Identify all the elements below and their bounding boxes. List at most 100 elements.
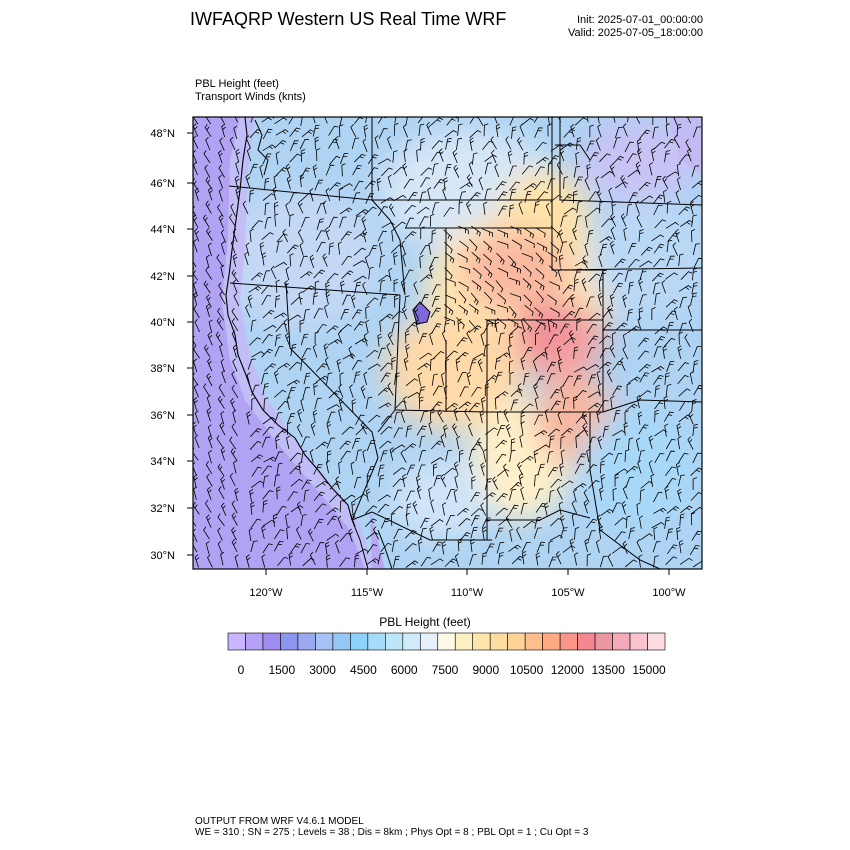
wind-barb xyxy=(569,241,575,255)
wind-barb xyxy=(534,430,548,437)
wind-barb xyxy=(469,359,477,371)
wind-barb xyxy=(534,127,543,139)
wind-barb xyxy=(535,290,544,304)
wind-barb xyxy=(495,123,501,138)
wind-barb xyxy=(639,515,644,529)
wind-barb xyxy=(431,229,437,243)
wind-barb xyxy=(510,264,521,274)
wind-barb xyxy=(316,218,325,230)
wind-barb xyxy=(325,226,330,241)
wind-barb xyxy=(299,242,304,256)
wind-barb xyxy=(262,193,276,201)
wind-barb xyxy=(261,554,266,568)
wind-barb xyxy=(231,307,239,321)
lat-label: 42°N xyxy=(150,271,175,283)
wind-barb xyxy=(652,117,655,126)
wind-barb xyxy=(549,534,564,541)
wind-barb xyxy=(651,365,665,373)
wind-barb xyxy=(418,333,428,345)
wind-barb xyxy=(339,216,347,228)
wind-barb xyxy=(622,294,628,308)
lat-label: 34°N xyxy=(150,456,175,468)
wind-barb xyxy=(194,434,200,448)
wind-barb xyxy=(479,409,485,424)
wind-barb xyxy=(576,137,582,150)
wind-barb xyxy=(247,358,256,370)
wind-barb xyxy=(673,117,678,126)
wind-barb xyxy=(495,453,507,464)
wind-barb xyxy=(602,425,610,438)
wind-barb xyxy=(639,129,651,139)
wind-barb xyxy=(392,150,398,163)
wind-barb xyxy=(402,162,408,177)
wind-barb xyxy=(505,514,513,528)
wind-barb xyxy=(220,117,225,124)
wind-barb xyxy=(599,236,613,244)
wind-barb xyxy=(273,312,288,319)
wind-barb xyxy=(521,551,527,565)
wind-barb xyxy=(365,117,368,123)
wind-barb xyxy=(607,305,613,319)
wind-barb xyxy=(495,181,507,191)
wind-barb xyxy=(217,395,225,409)
wind-barb xyxy=(637,148,642,162)
wind-barb xyxy=(563,310,576,320)
wind-barb xyxy=(547,466,559,477)
wind-barb xyxy=(483,266,493,278)
wind-barb xyxy=(353,476,362,489)
colorbar-tick-label: 6000 xyxy=(391,663,418,677)
wind-barb xyxy=(678,539,684,554)
wind-barb xyxy=(391,505,404,515)
wind-barb xyxy=(379,255,385,268)
wind-barb xyxy=(650,473,655,488)
wind-barb xyxy=(220,358,225,373)
wind-barb xyxy=(419,352,432,360)
wind-barb xyxy=(557,358,563,373)
wind-barb xyxy=(651,307,656,320)
wind-barb xyxy=(206,394,212,409)
wind-barb xyxy=(377,347,386,359)
wind-barb xyxy=(250,272,263,281)
wind-barb xyxy=(274,117,288,125)
wind-barb xyxy=(282,229,289,243)
wind-barb xyxy=(286,396,291,411)
wind-barb xyxy=(216,435,224,448)
colorbar-swatch xyxy=(647,632,666,651)
wind-barb xyxy=(262,144,276,152)
wind-barb xyxy=(495,507,508,516)
wind-barb xyxy=(261,348,273,358)
wind-barb xyxy=(470,491,481,503)
wind-barb xyxy=(229,136,236,151)
wind-barb xyxy=(288,314,302,322)
wind-barb xyxy=(635,200,640,214)
wind-barb xyxy=(405,117,408,126)
wind-barb xyxy=(300,398,305,412)
wind-barb xyxy=(206,486,212,501)
wind-barb xyxy=(259,164,264,178)
wind-barb xyxy=(640,481,653,489)
wind-barb xyxy=(511,555,524,565)
wind-barb xyxy=(599,243,608,256)
wind-barb xyxy=(261,525,266,539)
wind-barb xyxy=(596,189,603,204)
wind-barb xyxy=(205,117,212,125)
wind-barb xyxy=(309,449,314,463)
wind-barb xyxy=(684,334,691,348)
wind-barb xyxy=(362,281,368,296)
colorbar-swatch xyxy=(454,632,474,651)
wind-barb xyxy=(276,506,287,516)
lat-label: 46°N xyxy=(150,178,175,190)
wind-barb xyxy=(559,462,564,477)
wind-barb xyxy=(509,188,517,201)
wind-barb xyxy=(686,117,692,124)
wind-barb xyxy=(535,502,547,513)
wind-barb xyxy=(297,501,302,515)
wind-barb xyxy=(203,344,211,358)
wind-barb xyxy=(484,280,494,292)
wind-barb xyxy=(546,318,558,329)
wind-barb xyxy=(665,171,679,178)
wind-barb xyxy=(469,239,478,251)
wind-barb xyxy=(350,461,355,475)
wind-barb xyxy=(534,322,546,333)
wind-barb xyxy=(286,379,301,386)
